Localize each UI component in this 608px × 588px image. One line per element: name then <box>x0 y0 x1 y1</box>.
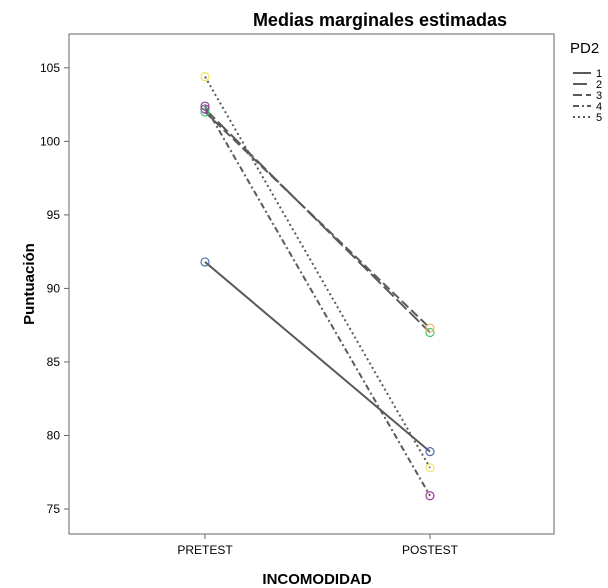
y-tick-label: 90 <box>47 281 61 295</box>
y-tick-label: 95 <box>47 208 61 222</box>
legend-label-2: 2 <box>596 79 602 91</box>
x-tick-label: PRETEST <box>177 543 233 557</box>
x-tick-label: POSTEST <box>402 543 459 557</box>
y-tick-label: 80 <box>47 428 61 442</box>
series-point-2-postest <box>425 327 435 338</box>
series-line-5 <box>204 76 431 469</box>
chart-title: Medias marginales estimadas <box>253 10 507 30</box>
y-tick-label: 75 <box>47 502 61 516</box>
series-line-2 <box>204 108 431 334</box>
y-tick-label: 85 <box>47 355 61 369</box>
series-point-1-pretest <box>200 257 210 267</box>
series-markers <box>200 72 435 501</box>
series-point-4-postest <box>425 491 435 501</box>
legend-title: PD2 <box>570 40 599 57</box>
legend-label-4: 4 <box>596 101 602 113</box>
series-point-2-pretest <box>200 104 210 114</box>
series-point-5-pretest <box>200 72 210 82</box>
y-tick-label: 100 <box>40 134 60 148</box>
series-lines <box>204 76 431 497</box>
y-axis: 75 80 85 90 95 100 105 <box>40 61 69 516</box>
series-point-3-pretest <box>200 107 210 117</box>
series-point-4-pretest <box>200 101 210 111</box>
legend-label-3: 3 <box>596 90 602 102</box>
legend-label-5: 5 <box>596 112 602 124</box>
legend-label-1: 1 <box>596 68 602 80</box>
x-axis: PRETEST POSTEST <box>177 534 459 557</box>
series-line-4 <box>204 105 431 497</box>
series-line-1 <box>204 261 431 453</box>
y-tick-label: 105 <box>40 61 60 75</box>
series-point-5-postest <box>425 463 435 473</box>
y-axis-label: Puntuación <box>21 243 38 325</box>
series-point-3-postest <box>425 323 435 333</box>
x-axis-label: INCOMODIDAD <box>262 571 371 588</box>
plot-frame <box>68 33 555 535</box>
series-line-3 <box>204 111 431 329</box>
series-point-1-postest <box>425 447 435 457</box>
